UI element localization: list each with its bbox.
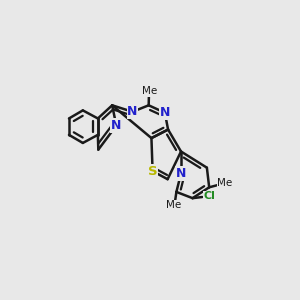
Text: Cl: Cl: [203, 191, 215, 201]
Text: Me: Me: [217, 178, 232, 188]
Text: N: N: [160, 106, 170, 119]
Text: N: N: [127, 105, 138, 118]
Text: N: N: [176, 167, 186, 180]
Text: Me: Me: [167, 200, 182, 210]
Text: S: S: [148, 165, 158, 178]
Text: N: N: [111, 119, 122, 132]
Text: Me: Me: [142, 86, 157, 96]
